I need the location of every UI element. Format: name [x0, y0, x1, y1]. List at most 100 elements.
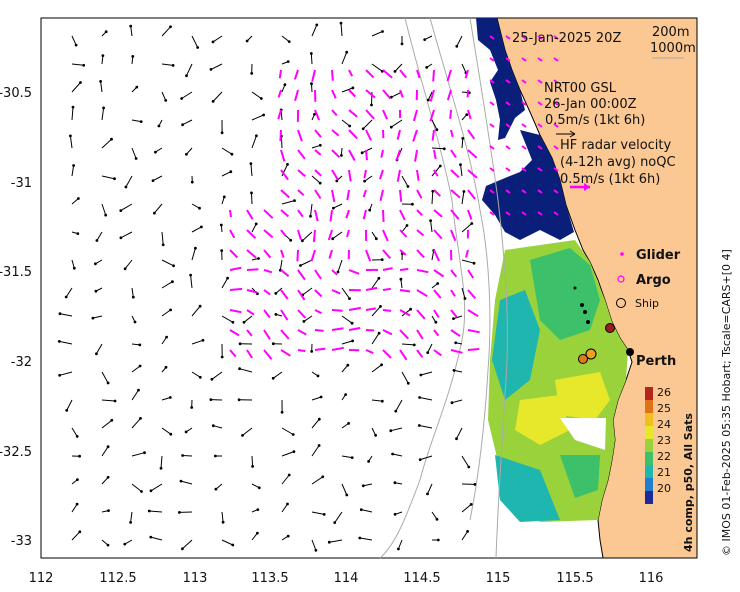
model-vector-head	[159, 466, 163, 470]
model-vector-head	[287, 40, 291, 43]
model-vector-head	[255, 134, 258, 138]
model-vector	[242, 427, 253, 436]
radar-vector	[379, 189, 384, 202]
model-vector-head	[256, 292, 259, 296]
model-vector	[191, 226, 202, 233]
model-vector	[221, 539, 234, 546]
radar-vector	[521, 35, 527, 40]
radar-vector	[310, 249, 316, 262]
model-vector-head	[180, 97, 184, 100]
model-vector	[221, 147, 233, 155]
radar-vector	[331, 327, 344, 331]
model-vector-head	[374, 237, 378, 241]
model-vector-head	[242, 320, 246, 324]
radar-vector	[553, 167, 559, 172]
radar-vector	[280, 169, 289, 181]
model-vector-head	[310, 82, 313, 86]
radar-vector	[331, 269, 338, 276]
radar-vector	[331, 189, 336, 202]
radar-vector	[433, 349, 442, 357]
radar-vector	[416, 169, 420, 181]
model-vector-head	[393, 481, 397, 485]
model-vector	[361, 147, 373, 154]
radar-vector	[348, 69, 354, 77]
model-vector	[161, 259, 174, 267]
model-vector	[71, 503, 78, 513]
radar-vector	[416, 289, 428, 298]
radar-vector	[537, 167, 543, 172]
model-vector-head	[201, 338, 205, 342]
model-vector	[427, 343, 433, 353]
model-vector	[124, 259, 133, 270]
radar-vector	[450, 129, 454, 138]
model-vector	[310, 53, 313, 65]
model-vector-head	[250, 72, 254, 75]
model-vector	[101, 55, 104, 65]
model-vector	[364, 175, 373, 182]
model-vector-head	[231, 320, 235, 324]
ship-marker-2	[585, 348, 597, 360]
model-vector	[363, 483, 373, 487]
radar-vector	[382, 69, 393, 79]
model-vector-head	[147, 509, 151, 513]
radar-vector	[263, 349, 273, 360]
model-vector	[461, 138, 464, 149]
model-vector	[341, 455, 353, 459]
radar-vector	[429, 109, 435, 122]
radar-vector	[399, 329, 409, 340]
colorbar-swatch	[645, 452, 653, 465]
radar-vector	[467, 269, 475, 279]
model-vector	[212, 91, 223, 102]
model-vector-head	[75, 435, 79, 438]
radar-vector	[553, 79, 559, 84]
y-tick-label: -33	[11, 534, 32, 549]
radar-vector	[280, 329, 290, 340]
radar-vector	[521, 57, 527, 62]
radar-vector	[537, 57, 543, 62]
model-vector-head	[309, 52, 313, 55]
model-vector	[71, 198, 79, 205]
model-vector	[279, 259, 283, 271]
radar-vector	[399, 309, 411, 317]
radar-vector	[553, 35, 559, 40]
radar-vector	[416, 309, 426, 320]
model-vector	[213, 425, 223, 429]
radar-vector	[229, 349, 237, 358]
radar-vector	[382, 109, 388, 120]
model-vector-head	[344, 393, 348, 397]
model-vector-head	[406, 185, 410, 188]
radar-vector	[446, 89, 452, 101]
colorbar-swatch	[645, 491, 653, 504]
model-vector-head	[131, 295, 135, 299]
model-vector-head	[313, 112, 316, 116]
radar-vector	[297, 209, 304, 218]
model-vector	[71, 107, 74, 121]
model-vector	[337, 259, 343, 273]
model-vector	[154, 203, 163, 214]
model-vector	[430, 220, 433, 233]
glider-dot	[583, 310, 587, 314]
model-vector	[461, 287, 466, 299]
colorbar-tick: 20	[657, 482, 671, 495]
model-vector-head	[291, 433, 295, 436]
radar-vector	[395, 149, 401, 161]
model-vector-head	[351, 86, 355, 90]
model-vector	[456, 35, 463, 47]
radar-vector	[464, 69, 469, 79]
radar-vector	[467, 109, 472, 120]
glider-dot	[573, 286, 577, 290]
model-vector	[371, 332, 380, 345]
model-vector-head	[426, 492, 429, 496]
model-vector	[251, 114, 264, 121]
model-vector-head	[452, 369, 456, 372]
observation-markers	[573, 286, 634, 364]
model-vector	[131, 287, 134, 298]
model-vector-head	[151, 179, 155, 183]
model-vector-head	[194, 246, 197, 250]
model-vector-head	[77, 197, 80, 200]
sst-field	[488, 240, 628, 522]
model-vector-head	[238, 367, 242, 371]
model-vector-head	[417, 424, 421, 427]
model-vector-head	[164, 99, 168, 102]
radar-vector	[263, 289, 271, 296]
